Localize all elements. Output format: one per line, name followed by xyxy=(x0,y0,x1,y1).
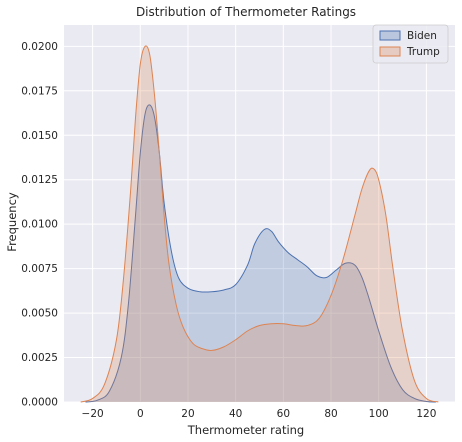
x-axis-label: Thermometer rating xyxy=(187,423,304,437)
legend-box xyxy=(372,24,449,64)
x-axis-ticks: −20 0 20 40 60 80 100 120 xyxy=(82,408,437,420)
y-axis-ticks: 0.0000 0.0025 0.0050 0.0075 0.0100 0.0125 0.01… xyxy=(21,41,58,409)
legend-label-trump: Trump xyxy=(406,46,440,58)
y-tick-label: 0.0175 xyxy=(21,85,58,97)
legend-swatch-biden xyxy=(379,30,401,41)
x-tick-label: 60 xyxy=(277,408,290,420)
density-area-trump xyxy=(80,45,439,402)
x-tick-label: 0 xyxy=(137,408,144,420)
density-line-trump xyxy=(80,45,439,403)
y-tick-label: 0.0075 xyxy=(21,263,58,275)
y-tick-label: 0.0150 xyxy=(21,130,58,142)
x-tick-label: 20 xyxy=(181,408,194,420)
x-tick-label: 80 xyxy=(324,408,337,420)
chart-title: Distribution of Thermometer Ratings xyxy=(136,5,356,19)
legend-label-biden: Biden xyxy=(407,30,437,42)
y-axis-label: Frequency xyxy=(5,192,19,252)
legend: Biden Trump xyxy=(372,24,449,64)
density-line-biden xyxy=(85,104,436,403)
y-tick-label: 0.0125 xyxy=(21,174,58,186)
y-tick-label: 0.0025 xyxy=(21,352,58,364)
density-area-biden xyxy=(85,104,436,403)
y-tick-label: 0.0000 xyxy=(21,397,58,409)
density-areas xyxy=(80,45,439,403)
x-tick-label: −20 xyxy=(82,408,104,420)
x-tick-label: 40 xyxy=(229,408,242,420)
y-tick-label: 0.0100 xyxy=(21,219,58,231)
legend-swatch-trump xyxy=(379,46,401,57)
y-tick-label: 0.0200 xyxy=(21,41,58,53)
x-tick-label: 120 xyxy=(416,408,436,420)
x-tick-label: 100 xyxy=(369,408,389,420)
y-tick-label: 0.0050 xyxy=(21,308,58,320)
